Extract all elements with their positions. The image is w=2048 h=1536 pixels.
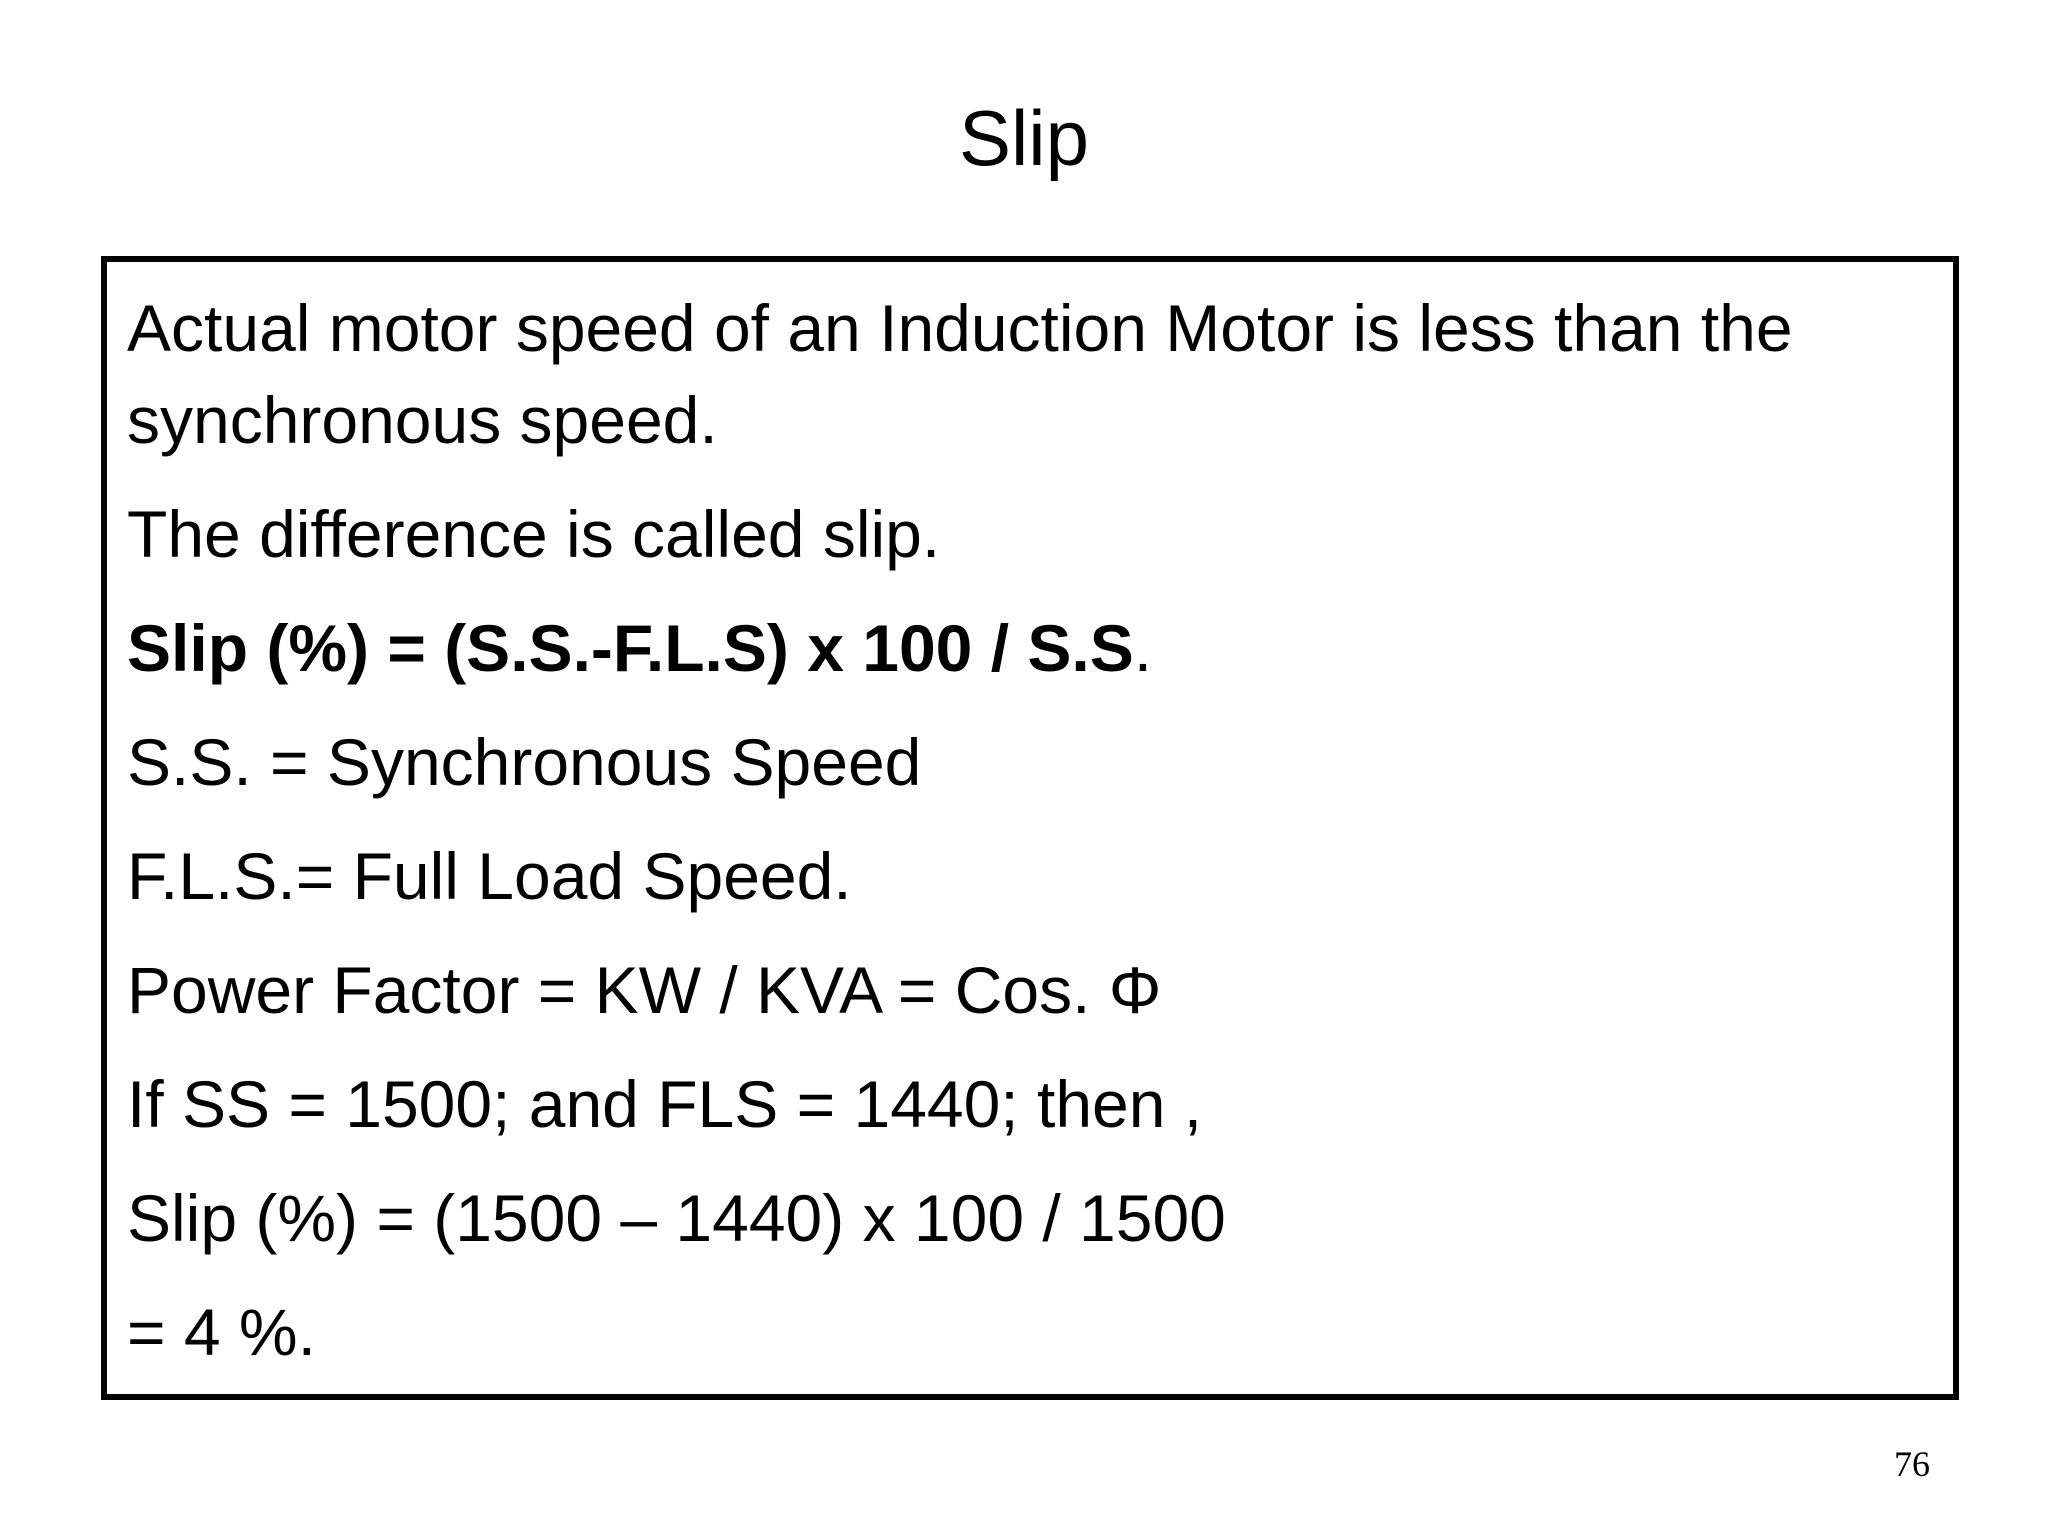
slip-formula-period: . xyxy=(1133,611,1153,685)
example-calculation: Slip (%) = (1500 – 1440) x 100 / 1500 xyxy=(127,1181,1226,1255)
slip-formula: Slip (%) = (S.S.-F.L.S) x 100 / S.S. xyxy=(127,602,1935,694)
example-given: If SS = 1500; and FLS = 1440; then , xyxy=(127,1067,1203,1141)
fls-definition: F.L.S.= Full Load Speed. xyxy=(127,839,852,913)
definition-text: Actual motor speed of an Induction Motor… xyxy=(127,291,1793,457)
page-number: 76 xyxy=(1894,1444,1930,1484)
slip-formula-bold: Slip (%) = (S.S.-F.L.S) x 100 / S.S xyxy=(127,611,1134,685)
ss-definition: S.S. = Synchronous Speed xyxy=(127,725,922,799)
power-factor-text: Power Factor = KW / KVA = Cos. Φ xyxy=(127,953,1162,1027)
difference-text: The difference is called slip. xyxy=(127,497,941,571)
example-result: = 4 %. xyxy=(127,1295,316,1369)
slide-title: Slip xyxy=(958,94,1090,182)
content-box: Actual motor speed of an Induction Motor… xyxy=(101,256,1959,1400)
